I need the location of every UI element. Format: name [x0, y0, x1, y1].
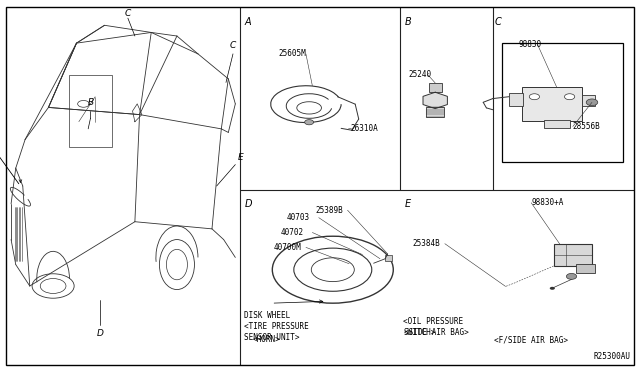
Bar	[509, 93, 523, 106]
Circle shape	[586, 99, 598, 106]
Text: DISK WHEEL
<TIRE PRESSURE
SENSOR UNIT>: DISK WHEEL <TIRE PRESSURE SENSOR UNIT>	[244, 311, 309, 342]
Text: 25605M: 25605M	[278, 49, 306, 58]
Text: C: C	[125, 9, 131, 18]
Text: R25300AU: R25300AU	[593, 352, 630, 361]
Bar	[70, 75, 111, 147]
Circle shape	[566, 273, 577, 279]
Text: C: C	[495, 17, 502, 27]
Text: A: A	[244, 17, 251, 27]
Bar	[502, 43, 623, 162]
Text: <F/SIDE AIR BAG>: <F/SIDE AIR BAG>	[494, 335, 568, 344]
Text: 40700M: 40700M	[274, 243, 301, 252]
Bar	[576, 264, 595, 273]
Text: <OIL PRESSURE
SWITCH>: <OIL PRESSURE SWITCH>	[403, 317, 463, 337]
Text: D: D	[97, 329, 103, 338]
Bar	[429, 83, 442, 92]
Text: <SIDE AIR BAG>: <SIDE AIR BAG>	[404, 328, 469, 337]
Text: <HORN>: <HORN>	[253, 335, 280, 344]
Polygon shape	[423, 92, 447, 109]
Text: 25240: 25240	[408, 70, 431, 79]
Circle shape	[550, 287, 555, 290]
Text: 40703: 40703	[287, 213, 310, 222]
Circle shape	[529, 94, 540, 100]
Text: D: D	[244, 199, 252, 209]
Text: E: E	[404, 199, 411, 209]
Bar	[582, 95, 595, 106]
Text: B: B	[88, 99, 93, 108]
Text: 25384B: 25384B	[413, 239, 440, 248]
Text: 40702: 40702	[280, 228, 303, 237]
Bar	[385, 256, 392, 262]
Text: 26310A: 26310A	[351, 124, 378, 133]
Text: 25389B: 25389B	[316, 206, 343, 215]
Text: 98830+A: 98830+A	[531, 198, 564, 207]
Text: B: B	[404, 17, 412, 27]
Text: 28556B: 28556B	[573, 122, 600, 131]
Text: C: C	[230, 41, 236, 50]
Text: 98830: 98830	[518, 40, 541, 49]
Bar	[522, 87, 582, 121]
Circle shape	[564, 94, 575, 100]
Text: E: E	[237, 153, 243, 162]
Circle shape	[305, 119, 314, 125]
Bar	[426, 107, 444, 117]
Bar	[554, 244, 592, 266]
Bar	[544, 120, 570, 128]
